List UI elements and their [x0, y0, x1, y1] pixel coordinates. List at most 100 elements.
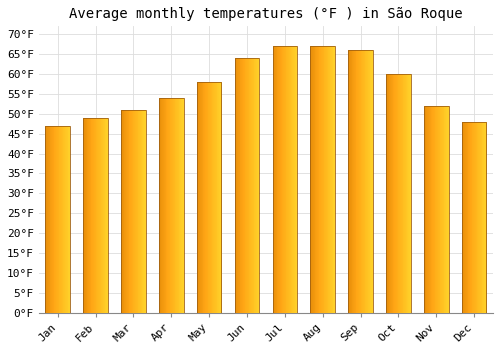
- Bar: [396, 74, 397, 313]
- Bar: [392, 74, 393, 313]
- Bar: [334, 46, 335, 313]
- Bar: [204, 82, 205, 313]
- Bar: [395, 74, 396, 313]
- Bar: [294, 46, 295, 313]
- Bar: [316, 46, 317, 313]
- Bar: [145, 110, 146, 313]
- Bar: [86, 118, 88, 313]
- Bar: [394, 74, 395, 313]
- Bar: [106, 118, 107, 313]
- Bar: [352, 50, 354, 313]
- Bar: [48, 126, 50, 313]
- Bar: [444, 106, 446, 313]
- Bar: [211, 82, 212, 313]
- Bar: [369, 50, 370, 313]
- Bar: [482, 122, 483, 313]
- Bar: [244, 58, 246, 313]
- Bar: [327, 46, 328, 313]
- Bar: [368, 50, 369, 313]
- Bar: [310, 46, 335, 313]
- Bar: [440, 106, 442, 313]
- Bar: [136, 110, 138, 313]
- Bar: [169, 98, 170, 313]
- Bar: [51, 126, 52, 313]
- Bar: [311, 46, 312, 313]
- Bar: [252, 58, 253, 313]
- Bar: [426, 106, 428, 313]
- Bar: [197, 82, 198, 313]
- Bar: [135, 110, 136, 313]
- Bar: [164, 98, 166, 313]
- Bar: [332, 46, 334, 313]
- Bar: [388, 74, 390, 313]
- Bar: [238, 58, 239, 313]
- Bar: [239, 58, 240, 313]
- Bar: [479, 122, 480, 313]
- Bar: [372, 50, 373, 313]
- Bar: [350, 50, 352, 313]
- Bar: [84, 118, 108, 313]
- Bar: [142, 110, 144, 313]
- Bar: [353, 50, 354, 313]
- Bar: [53, 126, 54, 313]
- Bar: [364, 50, 366, 313]
- Bar: [392, 74, 394, 313]
- Bar: [57, 126, 58, 313]
- Bar: [480, 122, 482, 313]
- Bar: [324, 46, 325, 313]
- Bar: [371, 50, 372, 313]
- Bar: [177, 98, 178, 313]
- Bar: [64, 126, 65, 313]
- Bar: [97, 118, 98, 313]
- Bar: [126, 110, 127, 313]
- Bar: [446, 106, 447, 313]
- Bar: [404, 74, 405, 313]
- Bar: [250, 58, 251, 313]
- Bar: [60, 126, 61, 313]
- Bar: [272, 46, 274, 313]
- Bar: [54, 126, 56, 313]
- Bar: [397, 74, 398, 313]
- Bar: [348, 50, 373, 313]
- Bar: [322, 46, 324, 313]
- Bar: [254, 58, 256, 313]
- Bar: [322, 46, 323, 313]
- Bar: [234, 58, 260, 313]
- Bar: [139, 110, 140, 313]
- Bar: [212, 82, 214, 313]
- Bar: [65, 126, 66, 313]
- Bar: [286, 46, 288, 313]
- Bar: [320, 46, 321, 313]
- Bar: [123, 110, 124, 313]
- Bar: [348, 50, 349, 313]
- Bar: [132, 110, 134, 313]
- Bar: [242, 58, 243, 313]
- Bar: [293, 46, 294, 313]
- Bar: [474, 122, 475, 313]
- Bar: [289, 46, 290, 313]
- Bar: [362, 50, 363, 313]
- Bar: [283, 46, 284, 313]
- Bar: [247, 58, 248, 313]
- Bar: [410, 74, 411, 313]
- Bar: [206, 82, 207, 313]
- Bar: [480, 122, 481, 313]
- Bar: [94, 118, 95, 313]
- Bar: [200, 82, 201, 313]
- Bar: [296, 46, 297, 313]
- Bar: [67, 126, 68, 313]
- Bar: [160, 98, 162, 313]
- Bar: [168, 98, 169, 313]
- Bar: [358, 50, 359, 313]
- Bar: [366, 50, 367, 313]
- Bar: [99, 118, 100, 313]
- Bar: [284, 46, 285, 313]
- Bar: [326, 46, 327, 313]
- Bar: [201, 82, 202, 313]
- Bar: [248, 58, 250, 313]
- Bar: [52, 126, 53, 313]
- Bar: [166, 98, 168, 313]
- Bar: [167, 98, 168, 313]
- Bar: [173, 98, 174, 313]
- Bar: [69, 126, 70, 313]
